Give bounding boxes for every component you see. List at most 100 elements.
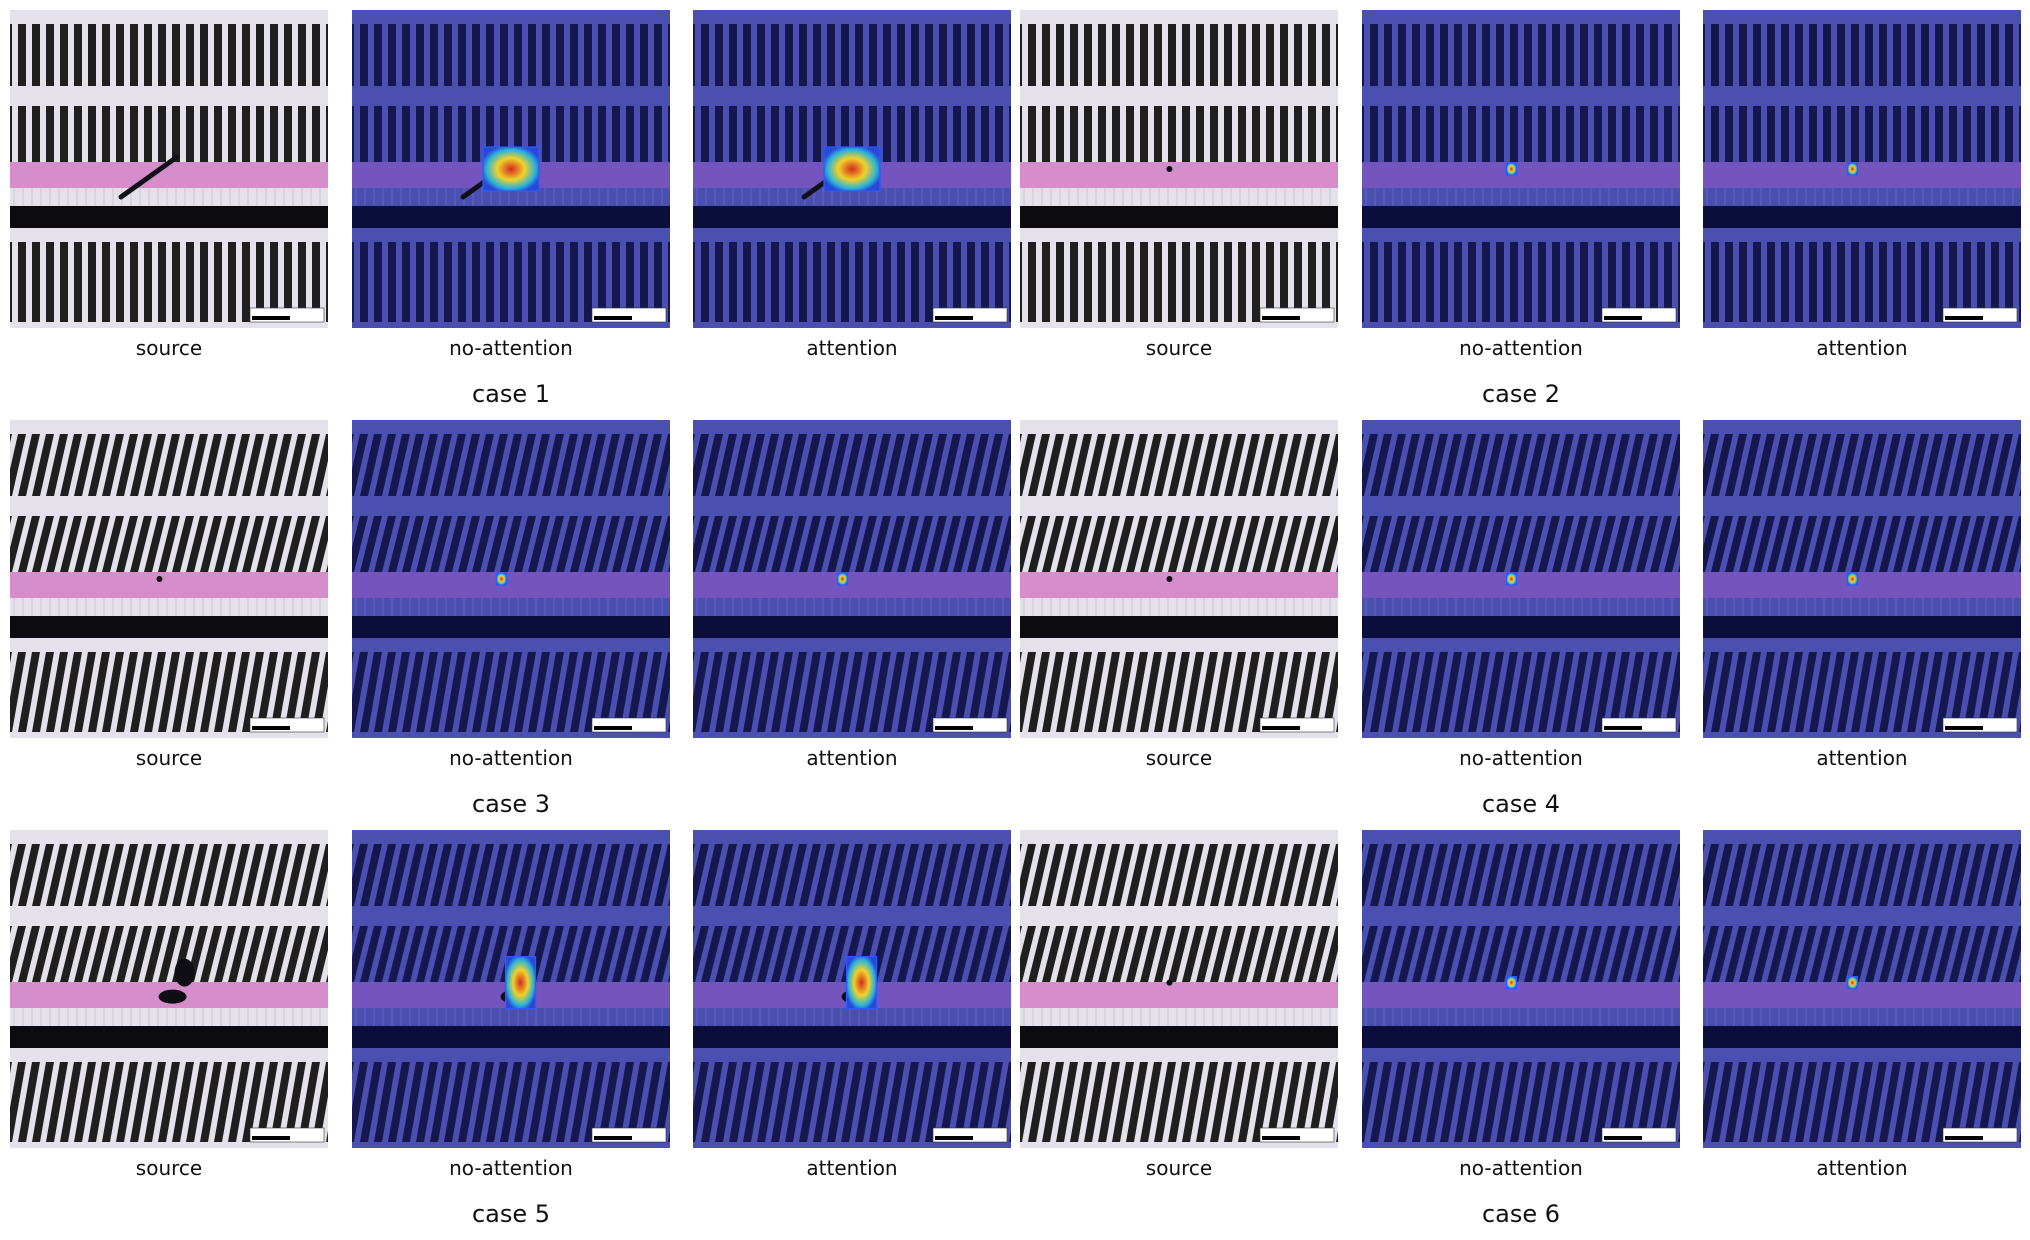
finger-row xyxy=(1020,926,1338,982)
finger-row xyxy=(1020,242,1338,322)
track-lines xyxy=(696,1008,1004,1026)
dark-band xyxy=(1362,1026,1680,1048)
dark-band xyxy=(352,206,670,228)
finger-row xyxy=(1703,242,2021,322)
panel-label: no-attention xyxy=(1459,746,1583,770)
dark-band xyxy=(1020,1026,1338,1048)
metal-stripe xyxy=(1020,162,1338,188)
case-label: case 5 xyxy=(471,1200,551,1228)
panel-label: attention xyxy=(1816,746,1908,770)
track-lines xyxy=(1023,598,1331,616)
panel-image xyxy=(1362,830,1680,1148)
panel-image xyxy=(10,420,328,738)
track-lines xyxy=(13,598,321,616)
panel-image xyxy=(1362,10,1680,328)
finger-row xyxy=(1020,434,1338,496)
finger-row xyxy=(1703,926,2021,982)
case-label: case 2 xyxy=(1481,380,1561,408)
defect-mark xyxy=(156,576,163,582)
panel-label: attention xyxy=(1816,336,1908,360)
heatmap-blob xyxy=(504,956,537,1010)
scale-bar-fill xyxy=(935,1136,973,1140)
panel-attention xyxy=(1703,830,2021,1148)
panel-attention xyxy=(693,10,1011,328)
panel-source xyxy=(1020,420,1338,738)
panel-label: attention xyxy=(806,1156,898,1180)
track-lines xyxy=(696,598,1004,616)
finger-row xyxy=(352,652,670,732)
panel-no-attention xyxy=(352,10,670,328)
defect-mark xyxy=(1166,166,1173,172)
heatmap-blob xyxy=(495,572,508,586)
panel-source xyxy=(1020,10,1338,328)
dark-band xyxy=(1362,206,1680,228)
defect-mark xyxy=(174,958,195,987)
metal-stripe xyxy=(1362,162,1680,188)
track-lines xyxy=(1706,598,2014,616)
finger-row xyxy=(693,24,1011,86)
finger-row xyxy=(1020,844,1338,906)
heatmap-blob xyxy=(1846,572,1859,586)
panel-source xyxy=(10,10,328,328)
finger-row xyxy=(1362,106,1680,162)
metal-stripe xyxy=(10,162,328,188)
heatmap-blob xyxy=(1846,976,1859,990)
panel-label: source xyxy=(135,1156,203,1180)
metal-stripe xyxy=(352,572,670,598)
track-lines xyxy=(355,1008,663,1026)
panel-label: source xyxy=(1145,746,1213,770)
panel-no-attention xyxy=(352,830,670,1148)
case-label: case 1 xyxy=(471,380,551,408)
dark-band xyxy=(1020,616,1338,638)
finger-row xyxy=(1020,24,1338,86)
finger-row xyxy=(10,1062,328,1142)
panel-label: no-attention xyxy=(1459,336,1583,360)
scale-bar-fill xyxy=(1604,316,1642,320)
finger-row xyxy=(1362,434,1680,496)
defect-mark xyxy=(118,154,180,200)
panel-label: no-attention xyxy=(449,336,573,360)
finger-row xyxy=(352,242,670,322)
heatmap-blob xyxy=(1846,162,1859,176)
scale-bar-fill xyxy=(252,726,290,730)
finger-row xyxy=(1703,106,2021,162)
track-lines xyxy=(13,188,321,206)
metal-stripe xyxy=(10,572,328,598)
finger-row xyxy=(352,516,670,572)
heatmap-blob xyxy=(845,956,878,1010)
panel-attention xyxy=(693,420,1011,738)
finger-row xyxy=(1703,516,2021,572)
panel-no-attention xyxy=(352,420,670,738)
scale-bar-fill xyxy=(1604,726,1642,730)
metal-stripe xyxy=(1020,572,1338,598)
case-label: case 3 xyxy=(471,790,551,818)
panel-label: no-attention xyxy=(449,1156,573,1180)
scale-bar-fill xyxy=(594,1136,632,1140)
panel-source xyxy=(10,830,328,1148)
dark-band xyxy=(10,616,328,638)
scale-bar-fill xyxy=(1262,726,1300,730)
panel-image xyxy=(1020,420,1338,738)
panel-label: source xyxy=(135,336,203,360)
track-lines xyxy=(13,1008,321,1026)
scale-bar-fill xyxy=(252,1136,290,1140)
finger-row xyxy=(10,652,328,732)
defect-mark xyxy=(1166,979,1173,986)
heatmap-blob xyxy=(482,146,540,192)
scale-bar-fill xyxy=(594,316,632,320)
panel-attention xyxy=(693,830,1011,1148)
panel-image xyxy=(693,10,1011,328)
finger-row xyxy=(352,24,670,86)
dark-band xyxy=(10,1026,328,1048)
panel-label: source xyxy=(1145,336,1213,360)
dark-band xyxy=(1020,206,1338,228)
finger-row xyxy=(10,242,328,322)
finger-row xyxy=(1703,24,2021,86)
finger-row xyxy=(1020,516,1338,572)
finger-row xyxy=(1362,1062,1680,1142)
scale-bar-fill xyxy=(1945,316,1983,320)
panel-attention xyxy=(1703,420,2021,738)
finger-row xyxy=(352,844,670,906)
panel-label: attention xyxy=(806,746,898,770)
scale-bar-fill xyxy=(1262,1136,1300,1140)
